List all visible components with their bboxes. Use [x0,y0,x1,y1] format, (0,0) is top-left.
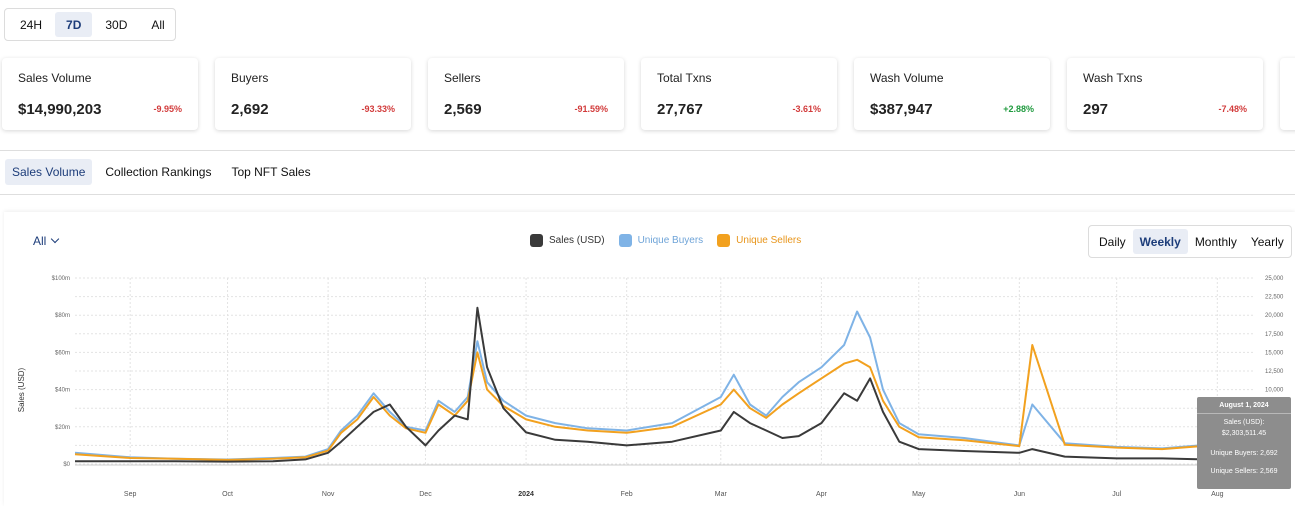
x-tick-label: May [912,491,926,498]
y-right-tick-label: 10,000 [1265,388,1284,394]
range-button-24h[interactable]: 24H [20,17,43,32]
y-left-tick-label: $20m [55,425,70,431]
y-axis-title: Sales (USD) [17,367,26,412]
y-right-tick-label: 17,500 [1265,332,1284,338]
interval-button-weekly[interactable]: Weekly [1132,229,1188,254]
range-button-all[interactable]: All [151,17,165,32]
legend-label-sellers: Unique Sellers [736,235,802,246]
x-tick-label: Apr [816,491,828,498]
range-button-30d[interactable]: 30D [105,17,128,32]
stat-change: +2.88% [1003,104,1034,114]
y-right-tick-label: 22,500 [1265,295,1284,301]
tooltip-divider [1197,413,1291,414]
tooltip-date: August 1, 2024 [1219,402,1269,409]
stat-card-partial [1280,58,1295,130]
divider [0,150,1295,151]
x-tick-label: Jun [1014,491,1025,498]
legend-item-buyers[interactable]: Unique Buyers [618,234,704,247]
tooltip-buyers: Unique Buyers: 2,692 [1210,450,1278,457]
stat-value: 297 [1083,101,1109,118]
y-left-tick-label: $40m [55,388,70,394]
tooltip-sales-label: Sales (USD): [1223,419,1265,426]
x-tick-label: Jul [1112,491,1121,498]
stat-value: $387,947 [870,101,933,118]
legend-item-sales[interactable]: Sales (USD) [530,234,605,247]
stat-change: -9.95% [153,104,182,114]
legend-label-buyers: Unique Buyers [637,235,704,246]
y-left-tick-label: $80m [55,313,70,319]
tab-sales-volume[interactable]: Sales Volume [5,159,93,185]
stat-card-wash-volume: Wash Volume $387,947 +2.88% [854,58,1050,130]
tab-collection-rankings[interactable]: Collection Rankings [105,165,212,179]
y-right-tick-label: 12,500 [1265,369,1284,375]
divider [0,194,1295,195]
x-tick-label: Dec [419,491,432,498]
interval-button-daily[interactable]: Daily [1099,234,1126,249]
section-tabs: Sales Volume Collection Rankings Top NFT… [5,159,318,185]
stat-card-sales-volume: Sales Volume $14,990,203 -9.95% [2,58,198,130]
x-tick-label: 2024 [518,491,534,498]
y-left-tick-label: $60m [55,350,70,356]
stats-row: Sales Volume $14,990,203 -9.95% Buyers 2… [0,58,1295,130]
stat-label: Sales Volume [18,71,92,85]
interval-selector: Daily Weekly Monthly Yearly [1088,225,1292,258]
legend-swatch-sales [530,234,543,247]
time-range-selector: 24H 7D 30D All [4,8,176,41]
stat-change: -3.61% [792,104,821,114]
legend-item-sellers[interactable]: Unique Sellers [717,234,801,247]
chart-legend: Sales (USD) Unique Buyers Unique Sellers [530,234,801,247]
series-line-unique-sellers [74,344,1254,461]
stat-label: Sellers [444,71,481,85]
collection-filter-dropdown[interactable]: All [33,234,60,248]
stat-change: -91.59% [574,104,608,114]
stat-label: Wash Txns [1083,71,1143,85]
stat-change: -93.33% [361,104,395,114]
stat-value: 2,692 [231,101,269,118]
stat-label: Wash Volume [870,71,944,85]
range-button-7d[interactable]: 7D [55,12,93,37]
x-tick-label: Nov [322,491,335,498]
stat-change: -7.48% [1218,104,1247,114]
legend-label-sales: Sales (USD) [549,235,605,246]
stat-card-buyers: Buyers 2,692 -93.33% [215,58,411,130]
tooltip-sellers: Unique Sellers: 2,569 [1210,468,1278,475]
x-tick-label: Feb [621,491,633,498]
stat-card-total-txns: Total Txns 27,767 -3.61% [641,58,837,130]
stat-value: 27,767 [657,101,703,118]
interval-button-monthly[interactable]: Monthly [1194,234,1237,249]
stat-card-sellers: Sellers 2,569 -91.59% [428,58,624,130]
stat-card-wash-txns: Wash Txns 297 -7.48% [1067,58,1263,130]
x-tick-label: Mar [715,491,728,498]
tooltip-sales-value: $2,303,511.45 [1221,430,1267,437]
y-right-tick-label: 15,000 [1265,350,1284,356]
series-line-sales [75,306,1254,463]
y-right-tick-label: 25,000 [1265,276,1284,282]
tab-top-nft-sales[interactable]: Top NFT Sales [231,165,311,179]
stat-label: Buyers [231,71,269,85]
stat-value: $14,990,203 [18,101,102,118]
x-tick-label: Oct [222,491,233,498]
stat-value: 2,569 [444,101,482,118]
filter-label: All [33,234,47,248]
series-line-unique-buyers [74,310,1254,461]
y-left-tick-label: $0 [63,462,70,468]
legend-swatch-sellers [717,234,731,247]
x-tick-label: Aug [1211,491,1224,498]
x-tick-label: Sep [124,491,137,498]
chart-tooltip: August 1, 2024 Sales (USD): $2,303,511.4… [1197,397,1291,489]
stat-label: Total Txns [657,71,712,85]
interval-button-yearly[interactable]: Yearly [1250,234,1284,249]
y-left-tick-label: $100m [52,276,70,282]
legend-swatch-buyers [618,234,632,247]
y-right-tick-label: 20,000 [1265,313,1284,319]
